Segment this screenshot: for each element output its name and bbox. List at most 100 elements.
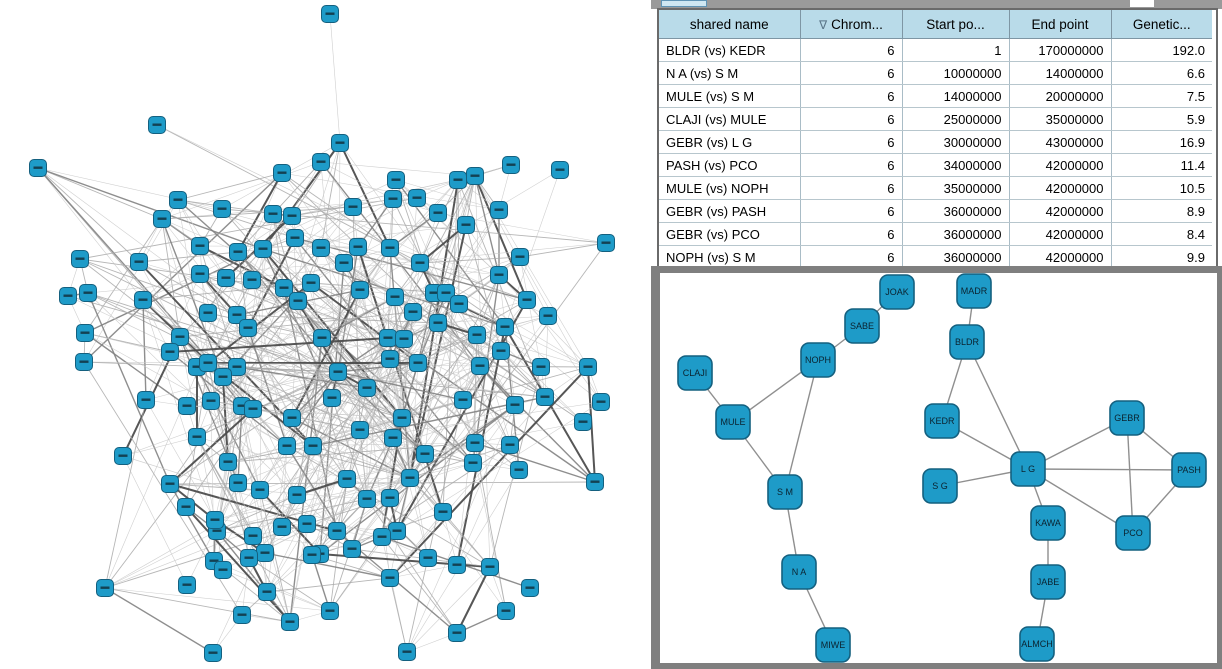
network-node[interactable]: [408, 189, 426, 207]
network-node[interactable]: [381, 489, 399, 507]
network-node[interactable]: [233, 606, 251, 624]
network-node[interactable]: [289, 292, 307, 310]
network-node[interactable]: [79, 284, 97, 302]
network-node[interactable]: [288, 486, 306, 504]
network-node[interactable]: [229, 243, 247, 261]
network-node[interactable]: [206, 511, 224, 529]
network-node[interactable]: [273, 518, 291, 536]
network-node[interactable]: MADR: [956, 273, 992, 309]
network-node[interactable]: [429, 314, 447, 332]
network-node[interactable]: [384, 190, 402, 208]
network-node[interactable]: [312, 153, 330, 171]
network-node[interactable]: [313, 329, 331, 347]
network-node[interactable]: KAWA: [1030, 505, 1066, 541]
network-node[interactable]: [321, 602, 339, 620]
network-node[interactable]: [358, 490, 376, 508]
network-node[interactable]: [204, 644, 222, 662]
network-edge[interactable]: [1126, 417, 1134, 534]
network-node[interactable]: [501, 436, 519, 454]
network-node[interactable]: [449, 171, 467, 189]
network-node[interactable]: [177, 498, 195, 516]
network-node[interactable]: [437, 284, 455, 302]
network-node[interactable]: [518, 291, 536, 309]
table-row[interactable]: GEBR (vs) L G 6 30000000 43000000 16.9: [659, 130, 1212, 154]
network-node[interactable]: [161, 475, 179, 493]
network-node[interactable]: [264, 205, 282, 223]
network-node[interactable]: [373, 528, 391, 546]
network-node[interactable]: ALMCH: [1019, 626, 1055, 662]
network-node[interactable]: [338, 470, 356, 488]
network-node[interactable]: [416, 445, 434, 463]
network-node[interactable]: [76, 324, 94, 342]
network-node[interactable]: BLDR: [949, 324, 985, 360]
network-node[interactable]: [448, 624, 466, 642]
network-node[interactable]: [434, 503, 452, 521]
table-row[interactable]: MULE (vs) S M 6 14000000 20000000 7.5: [659, 84, 1212, 108]
network-node[interactable]: [592, 393, 610, 411]
network-node[interactable]: [286, 229, 304, 247]
network-node[interactable]: [256, 544, 274, 562]
network-node[interactable]: [409, 354, 427, 372]
table-row[interactable]: N A (vs) S M 6 10000000 14000000 6.6: [659, 61, 1212, 85]
network-node[interactable]: [457, 216, 475, 234]
network-node[interactable]: [386, 288, 404, 306]
network-node[interactable]: [243, 271, 261, 289]
network-node[interactable]: [429, 204, 447, 222]
network-node[interactable]: [169, 191, 187, 209]
network-node[interactable]: [539, 307, 557, 325]
network-node[interactable]: [331, 134, 349, 152]
network-node[interactable]: N A: [781, 554, 817, 590]
main-network-view[interactable]: [0, 0, 651, 669]
network-node[interactable]: [244, 527, 262, 545]
network-node[interactable]: [281, 613, 299, 631]
network-node[interactable]: [283, 207, 301, 225]
network-node[interactable]: [510, 461, 528, 479]
network-node[interactable]: [511, 248, 529, 266]
network-node[interactable]: MULE: [715, 404, 751, 440]
network-node[interactable]: [574, 413, 592, 431]
table-row[interactable]: GEBR (vs) PASH 6 36000000 42000000 8.9: [659, 199, 1212, 223]
network-node[interactable]: [448, 556, 466, 574]
network-node[interactable]: [521, 579, 539, 597]
network-node[interactable]: [328, 522, 346, 540]
network-node[interactable]: SABE: [844, 308, 880, 344]
network-node[interactable]: [381, 350, 399, 368]
network-node[interactable]: [481, 558, 499, 576]
network-node[interactable]: [303, 546, 321, 564]
network-node[interactable]: [349, 238, 367, 256]
network-node[interactable]: [358, 379, 376, 397]
network-node[interactable]: [597, 234, 615, 252]
network-node[interactable]: [321, 5, 339, 23]
network-node[interactable]: [343, 540, 361, 558]
network-node[interactable]: [258, 583, 276, 601]
network-node[interactable]: [130, 253, 148, 271]
column-header-chrom---[interactable]: ∇ Chrom...: [800, 10, 903, 39]
network-node[interactable]: NOPH: [800, 342, 836, 378]
network-edge[interactable]: [784, 359, 819, 493]
network-node[interactable]: CLAJI: [677, 355, 713, 391]
network-node[interactable]: [401, 469, 419, 487]
table-row[interactable]: PASH (vs) PCO 6 34000000 42000000 11.4: [659, 153, 1212, 177]
network-node[interactable]: [214, 561, 232, 579]
network-node[interactable]: [283, 409, 301, 427]
panel-tab[interactable]: [661, 0, 707, 7]
network-node[interactable]: [388, 522, 406, 540]
network-node[interactable]: [199, 354, 217, 372]
table-row[interactable]: GEBR (vs) PCO 6 36000000 42000000 8.4: [659, 222, 1212, 246]
network-node[interactable]: [199, 304, 217, 322]
network-node[interactable]: [492, 342, 510, 360]
network-node[interactable]: [502, 156, 520, 174]
network-node[interactable]: PCO: [1115, 515, 1151, 551]
network-node[interactable]: [275, 279, 293, 297]
column-header-end-point[interactable]: End point: [1009, 10, 1112, 39]
network-node[interactable]: [329, 363, 347, 381]
network-node[interactable]: [468, 326, 486, 344]
network-node[interactable]: [251, 481, 269, 499]
network-node[interactable]: [228, 358, 246, 376]
network-node[interactable]: [114, 447, 132, 465]
network-node[interactable]: [302, 274, 320, 292]
network-node[interactable]: [344, 198, 362, 216]
network-node[interactable]: [191, 237, 209, 255]
network-node[interactable]: [335, 254, 353, 272]
network-node[interactable]: [351, 281, 369, 299]
